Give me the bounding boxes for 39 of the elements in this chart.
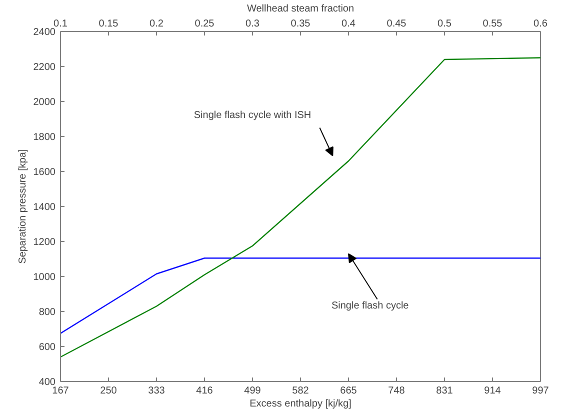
y-tick-label: 2000 [33,97,56,108]
y-tick-label: 1800 [33,132,56,143]
y-tick-label: 1000 [33,272,56,283]
x-tick-label: 250 [100,386,118,396]
y-axis-title: Separation pressure [kpa] [17,149,28,264]
y-tick-label: 2400 [33,27,56,38]
x2-tick-label: 0.3 [246,18,260,30]
x2-axis-title: Wellhead steam fraction [246,4,354,14]
y-tick-label: 2200 [33,62,56,73]
annotation: Single flash cycle [331,300,410,312]
annotation: Single flash cycle with ISH [194,110,312,121]
x2-tick-label: 0.35 [290,18,311,30]
x-tick-label: 582 [292,386,310,396]
x-tick-label: 748 [388,386,406,396]
y-tick-label: 800 [38,307,56,318]
x-tick-label: 167 [52,386,70,396]
y-tick-label: 1600 [33,167,56,178]
x2-tick-label: 0.2 [150,18,164,30]
x2-tick-label: 0.45 [386,18,407,30]
y-tick-label: 1400 [33,202,56,213]
y-tick-label: 600 [38,342,56,353]
x-tick-label: 499 [244,386,262,396]
x2-tick-label: 0.55 [482,18,503,30]
x2-tick-label: 0.1 [54,18,68,30]
x-axis-title: Excess enthalpy [kj/kg] [250,398,352,410]
y-tick-label: 400 [38,377,56,388]
x-tick-label: 665 [340,386,358,396]
x2-tick-label: 0.4 [342,18,356,30]
x2-tick-label: 0.6 [534,18,548,30]
x-tick-label: 997 [532,386,550,396]
x2-tick-label: 0.5 [438,18,452,30]
line-series [60,57,540,358]
x-tick-label: 914 [484,386,502,396]
x2-tick-label: 0.25 [194,18,215,30]
x2-tick-label: 0.15 [98,18,119,30]
x-tick-label: 333 [148,386,166,396]
x-tick-label: 831 [436,386,454,396]
x-tick-label: 416 [196,386,214,396]
y-tick-label: 1200 [33,237,56,248]
